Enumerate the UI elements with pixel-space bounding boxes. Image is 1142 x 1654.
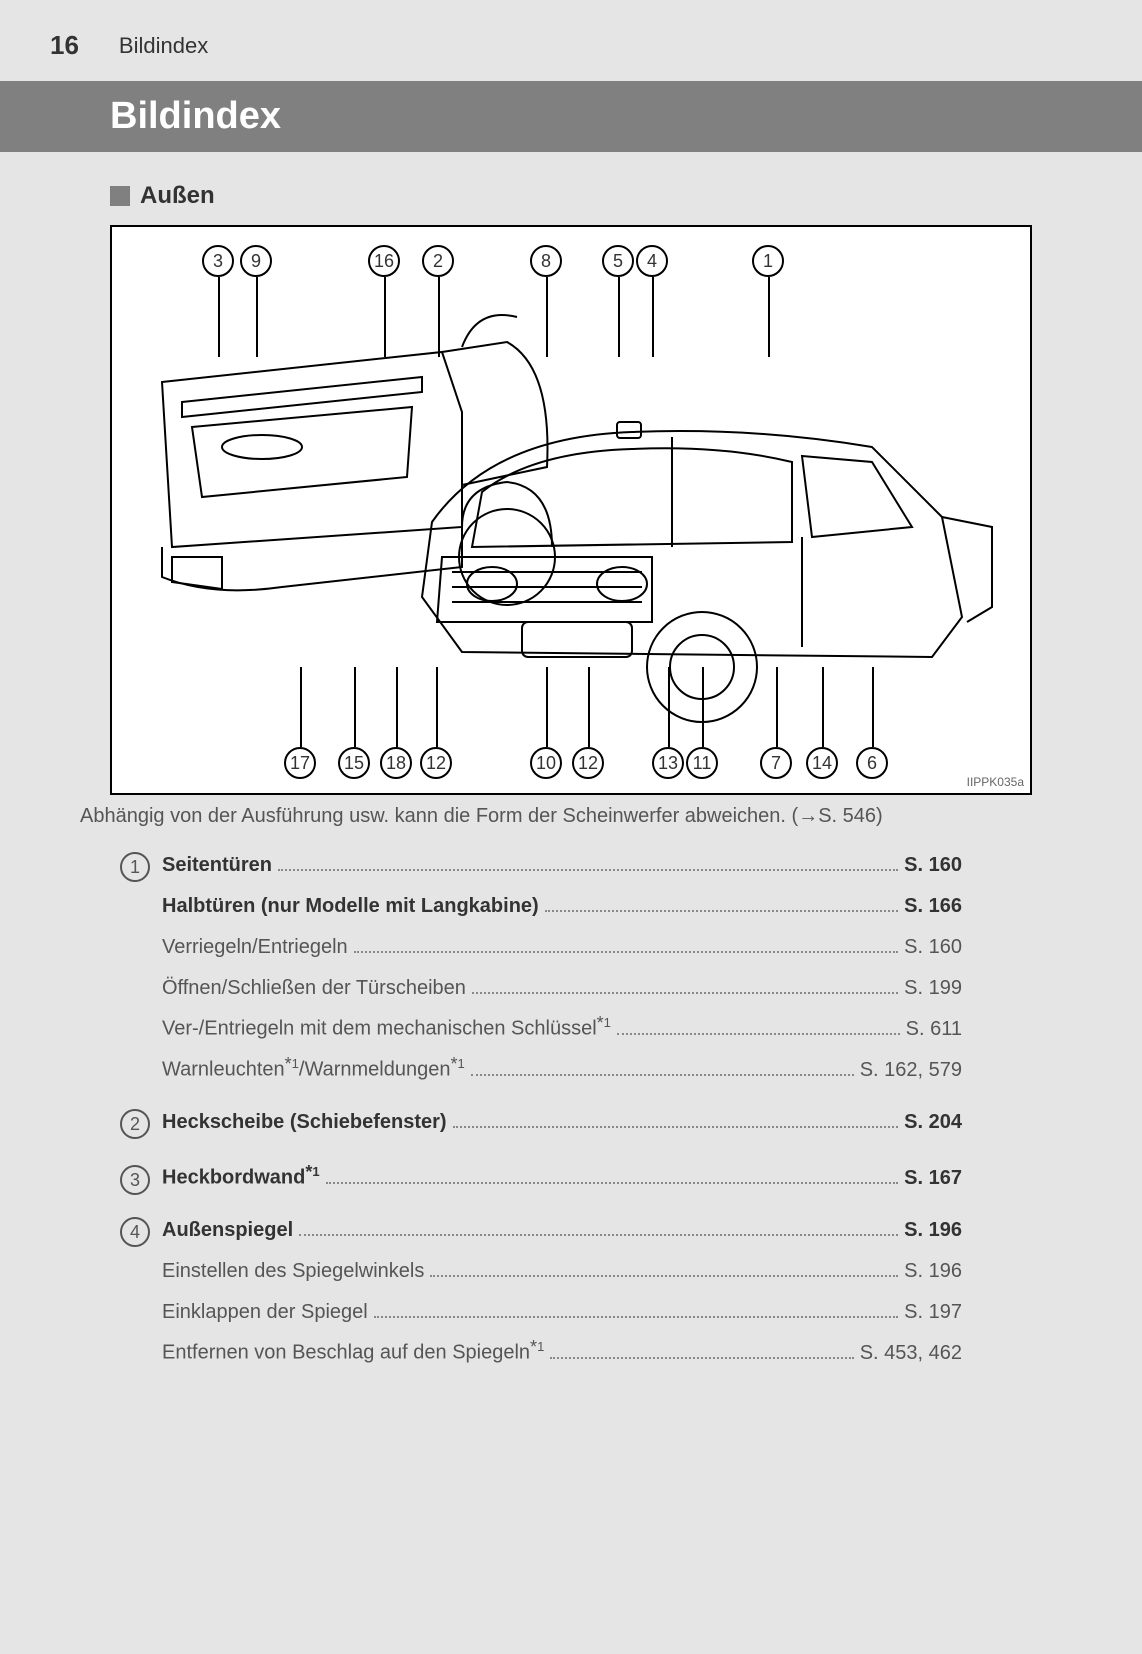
entry-dots	[453, 1126, 899, 1128]
callout-12: 12	[572, 747, 604, 779]
callout-3: 3	[202, 245, 234, 277]
vehicle-diagram: 391628541 17151812101213117146 IIPPK035a	[110, 225, 1032, 795]
entry-line: Halbtüren (nur Modelle mit Langkabine) S.…	[120, 882, 962, 923]
entry-line: Verriegeln/Entriegeln S. 160	[120, 923, 962, 964]
entry-group-2: 2 Heckscheibe (Schiebefenster) S. 204	[120, 1105, 962, 1139]
section-title: Außen	[140, 182, 215, 210]
page-header: 16 Bildindex	[0, 0, 1142, 81]
entry-label: Einklappen der Spiegel	[162, 1295, 368, 1329]
entry-dots	[354, 951, 898, 953]
entry-dots	[430, 1275, 898, 1277]
entry-number	[120, 1331, 150, 1361]
entry-page: S. 199	[904, 971, 962, 1005]
entry-group-1: 1SeitentürenS. 160Halbtüren (nur Modelle…	[120, 848, 962, 1087]
entry-number	[120, 925, 150, 955]
entry-line: 1 Seitentüren S. 160	[120, 848, 962, 882]
entry-label: Verriegeln/Entriegeln	[162, 930, 348, 964]
callout-14: 14	[806, 747, 838, 779]
entry-dots	[326, 1182, 899, 1184]
entry-dots	[471, 1074, 854, 1076]
entry-label: Einstellen des Spiegelwinkels	[162, 1254, 424, 1288]
entry-label: Seitentüren	[162, 848, 272, 882]
page-number: 16	[50, 30, 79, 61]
callout-10: 10	[530, 747, 562, 779]
entry-page: S. 166	[904, 889, 962, 923]
entry-page: S. 196	[904, 1254, 962, 1288]
entry-page: S. 160	[904, 848, 962, 882]
entry-number	[120, 884, 150, 914]
entry-page: S. 196	[904, 1213, 962, 1247]
callout-5: 5	[602, 245, 634, 277]
entry-page: S. 167	[904, 1161, 962, 1195]
callout-11: 11	[686, 747, 718, 779]
callout-17: 17	[284, 747, 316, 779]
title-bar: Bildindex	[0, 81, 1142, 152]
entry-label: Ver-/Entriegeln mit dem mechanischen Sch…	[162, 1008, 611, 1046]
truck-illustration	[112, 227, 1012, 795]
entry-line: Entfernen von Beschlag auf den Spiegeln1…	[120, 1329, 962, 1370]
callout-15: 15	[338, 747, 370, 779]
entry-number	[120, 966, 150, 996]
entry-line: Einstellen des Spiegelwinkels S. 196	[120, 1247, 962, 1288]
entry-number: 4	[120, 1217, 150, 1247]
entry-number	[120, 1048, 150, 1078]
entry-number	[120, 1290, 150, 1320]
entry-dots	[278, 869, 898, 871]
entry-line: 2 Heckscheibe (Schiebefenster) S. 204	[120, 1105, 962, 1139]
entry-dots	[299, 1234, 898, 1236]
title-text: Bildindex	[110, 95, 281, 137]
callout-9: 9	[240, 245, 272, 277]
entry-group-4: 4AußenspiegelS. 196Einstellen des Spiege…	[120, 1213, 962, 1370]
callout-2: 2	[422, 245, 454, 277]
callout-7: 7	[760, 747, 792, 779]
section-heading: Außen	[110, 182, 1142, 210]
entry-label: Entfernen von Beschlag auf den Spiegeln1	[162, 1332, 544, 1370]
entry-number: 1	[120, 852, 150, 882]
entry-label: Außenspiegel	[162, 1213, 293, 1247]
entry-dots	[545, 910, 898, 912]
entry-page: S. 160	[904, 930, 962, 964]
image-code: IIPPK035a	[967, 775, 1024, 789]
entry-line: Öffnen/Schließen der Türscheiben S. 199	[120, 964, 962, 1005]
index-entries: 1SeitentürenS. 160Halbtüren (nur Modelle…	[120, 848, 962, 1370]
diagram-note: Abhängig von der Ausführung usw. kann di…	[80, 805, 1062, 828]
entry-number	[120, 1007, 150, 1037]
callout-1: 1	[752, 245, 784, 277]
entry-page: S. 204	[904, 1105, 962, 1139]
entry-label: Warnleuchten1/Warnmeldungen1	[162, 1049, 465, 1087]
entry-line: 3 Heckbordwand1 S. 167	[120, 1157, 962, 1195]
callout-18: 18	[380, 747, 412, 779]
entry-page: S. 453, 462	[860, 1336, 962, 1370]
entry-number: 2	[120, 1109, 150, 1139]
callout-6: 6	[856, 747, 888, 779]
callout-13: 13	[652, 747, 684, 779]
section-square-icon	[110, 186, 130, 206]
entry-line: Ver-/Entriegeln mit dem mechanischen Sch…	[120, 1005, 962, 1046]
entry-number	[120, 1249, 150, 1279]
entry-label: Heckscheibe (Schiebefenster)	[162, 1105, 447, 1139]
callout-16: 16	[368, 245, 400, 277]
entry-page: S. 611	[906, 1012, 962, 1046]
entry-dots	[617, 1033, 900, 1035]
entry-dots	[550, 1357, 853, 1359]
entry-label: Öffnen/Schließen der Türscheiben	[162, 971, 466, 1005]
entry-line: Einklappen der Spiegel S. 197	[120, 1288, 962, 1329]
entry-dots	[472, 992, 898, 994]
callout-8: 8	[530, 245, 562, 277]
entry-label: Halbtüren (nur Modelle mit Langkabine)	[162, 889, 539, 923]
entry-line: Warnleuchten1/Warnmeldungen1 S. 162, 579	[120, 1046, 962, 1087]
entry-dots	[374, 1316, 898, 1318]
entry-page: S. 197	[904, 1295, 962, 1329]
entry-label: Heckbordwand1	[162, 1157, 320, 1195]
entry-page: S. 162, 579	[860, 1053, 962, 1087]
callout-12: 12	[420, 747, 452, 779]
entry-group-3: 3 Heckbordwand1 S. 167	[120, 1157, 962, 1195]
entry-number: 3	[120, 1165, 150, 1195]
callout-4: 4	[636, 245, 668, 277]
chapter-name: Bildindex	[119, 33, 208, 59]
entry-line: 4 Außenspiegel S. 196	[120, 1213, 962, 1247]
